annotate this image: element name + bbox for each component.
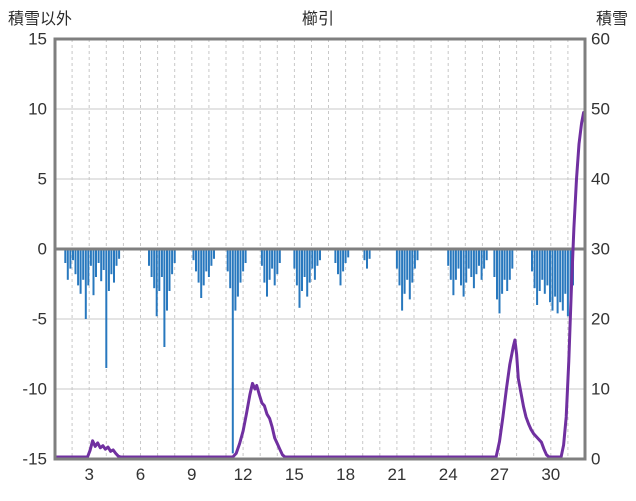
right-axis-tick-label: 10 <box>591 379 610 399</box>
plot-border <box>53 37 587 461</box>
right-axis-tick-label: 40 <box>591 169 610 189</box>
x-axis-tick-label: 18 <box>336 465 356 484</box>
x-axis-tick-label: 30 <box>541 465 561 484</box>
right-axis-tick-label: 30 <box>591 239 610 259</box>
left-axis-tick-label: 15 <box>28 29 47 49</box>
left-axis-tick-label: -10 <box>22 379 47 399</box>
left-axis-tick-label: -15 <box>22 449 47 469</box>
x-axis-tick-label: 6 <box>135 465 146 484</box>
right-axis-title: 積雪 <box>595 11 628 28</box>
left-axis-tick-label: 10 <box>28 99 47 119</box>
right-axis-tick-label: 0 <box>591 449 601 469</box>
left-axis-tick-label: -5 <box>31 309 47 329</box>
right-axis-tick-label: 20 <box>591 309 610 329</box>
x-axis-tick-label: 3 <box>84 465 94 484</box>
left-axis-title: 積雪以外 <box>8 11 73 28</box>
x-axis-tick-label: 21 <box>387 465 407 484</box>
chart-title: 櫛引 <box>301 11 334 28</box>
x-axis-tick-label: 9 <box>187 465 197 484</box>
x-axis-tick-label: 15 <box>284 465 304 484</box>
x-axis-tick-label: 12 <box>233 465 253 484</box>
x-axis-tick-label: 27 <box>490 465 509 484</box>
snow-depth-line <box>53 111 586 459</box>
left-axis-tick-label: 0 <box>37 239 47 259</box>
x-axis-tick-label: 24 <box>438 465 458 484</box>
left-axis-tick-label: 5 <box>37 169 47 189</box>
right-axis-tick-label: 60 <box>591 29 610 49</box>
right-axis-tick-label: 50 <box>591 99 610 119</box>
